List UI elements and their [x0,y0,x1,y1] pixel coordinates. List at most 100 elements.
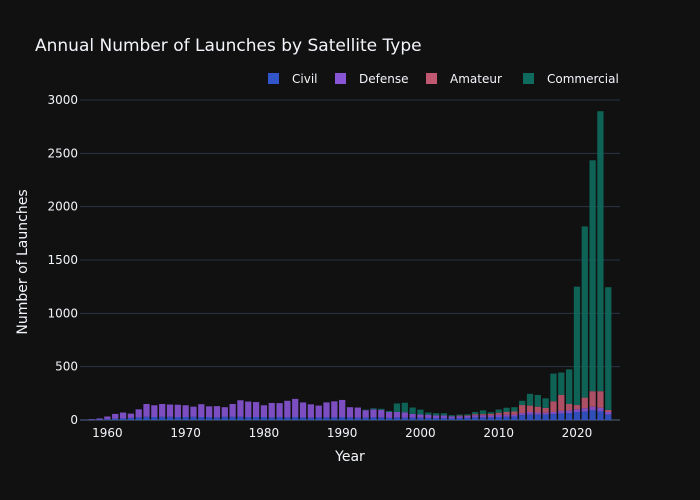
bar-defense-1968[interactable] [166,404,174,417]
bar-defense-2016[interactable] [542,412,549,415]
bar-civil-2006[interactable] [464,417,471,420]
bar-defense-2022[interactable] [589,406,596,411]
bar-defense-2000[interactable] [417,414,424,418]
bar-defense-1977[interactable] [237,400,244,417]
bar-amateur-2012[interactable] [511,411,518,415]
bar-defense-1990[interactable] [339,399,346,418]
bar-defense-1989[interactable] [331,401,338,418]
bar-commercial-2004[interactable] [448,415,455,417]
bar-commercial-2000[interactable] [417,409,424,415]
bar-commercial-2011[interactable] [503,407,510,412]
bar-civil-1966[interactable] [151,417,158,420]
bar-civil-1964[interactable] [135,417,142,420]
bar-commercial-1995[interactable] [378,408,385,410]
bar-defense-1967[interactable] [159,404,166,417]
bar-defense-1961[interactable] [112,413,119,419]
bar-civil-2002[interactable] [432,418,440,420]
bar-commercial-2021[interactable] [581,226,588,398]
bar-defense-1997[interactable] [393,412,401,418]
bar-commercial-2017[interactable] [550,373,557,402]
bar-commercial-2006[interactable] [464,414,471,416]
bar-commercial-1997[interactable] [393,403,401,412]
bar-civil-1979[interactable] [252,417,260,420]
bar-commercial-2022[interactable] [589,160,596,392]
bar-defense-1991[interactable] [346,407,354,418]
bar-civil-1992[interactable] [354,417,361,420]
bar-civil-2010[interactable] [495,417,502,420]
bar-amateur-2013[interactable] [519,405,526,414]
legend[interactable]: Civil Defense Amateur Commercial [268,72,619,86]
bar-defense-2001[interactable] [425,414,432,418]
bar-defense-1984[interactable] [292,398,299,418]
bar-civil-1973[interactable] [206,417,213,420]
bar-civil-1988[interactable] [323,417,330,420]
bar-civil-1995[interactable] [378,417,385,420]
bar-civil-1989[interactable] [331,417,338,420]
bar-defense-2017[interactable] [550,412,557,415]
legend-label-amateur[interactable]: Amateur [450,72,502,86]
bar-defense-1969[interactable] [174,404,181,418]
bar-commercial-1999[interactable] [409,407,416,414]
bar-commercial-2008[interactable] [479,410,487,415]
bar-defense-1980[interactable] [260,405,268,418]
legend-swatch-civil[interactable] [268,73,279,84]
bar-defense-1975[interactable] [221,407,228,417]
bar-defense-2024[interactable] [605,412,612,415]
bar-defense-1994[interactable] [370,409,377,418]
bar-civil-2013[interactable] [519,415,526,420]
bar-amateur-2017[interactable] [550,401,557,412]
bar-amateur-2022[interactable] [589,391,596,407]
bar-civil-2005[interactable] [456,418,463,420]
bar-civil-1980[interactable] [260,417,268,420]
bar-civil-1991[interactable] [346,417,354,420]
bar-defense-1988[interactable] [323,402,330,418]
bar-commercial-2013[interactable] [519,400,526,406]
legend-swatch-amateur[interactable] [426,73,437,84]
bar-defense-1987[interactable] [315,405,322,418]
bar-defense-2009[interactable] [487,415,494,418]
bar-civil-1960[interactable] [104,419,111,420]
bar-civil-2020[interactable] [573,412,581,420]
bar-defense-2021[interactable] [581,408,588,412]
bar-defense-1996[interactable] [386,412,393,418]
bar-amateur-2015[interactable] [534,406,541,413]
bar-civil-1974[interactable] [213,417,221,420]
bar-defense-1983[interactable] [284,400,291,418]
bar-defense-1966[interactable] [151,405,158,418]
bar-civil-2004[interactable] [448,418,455,420]
bar-amateur-2009[interactable] [487,413,494,416]
bar-amateur-2024[interactable] [605,409,612,412]
bar-commercial-2023[interactable] [597,111,604,392]
bar-civil-1977[interactable] [237,416,244,420]
bar-defense-2010[interactable] [495,414,502,418]
bar-civil-1985[interactable] [299,417,307,420]
bar-civil-2018[interactable] [558,413,565,420]
bar-civil-2009[interactable] [487,417,494,420]
bar-civil-2008[interactable] [479,417,487,420]
bar-commercial-2016[interactable] [542,398,549,408]
bar-civil-1990[interactable] [339,417,346,420]
bar-civil-2019[interactable] [566,413,573,420]
bar-civil-1997[interactable] [393,417,401,420]
bar-civil-1999[interactable] [409,417,416,420]
bar-defense-1976[interactable] [229,404,236,417]
bar-defense-2012[interactable] [511,414,518,417]
bar-civil-2015[interactable] [534,414,541,420]
bar-commercial-2015[interactable] [534,394,541,407]
bar-defense-2006[interactable] [464,415,471,418]
bar-amateur-2019[interactable] [566,404,573,411]
bar-amateur-2018[interactable] [558,394,565,411]
bar-civil-1987[interactable] [315,417,322,420]
bar-civil-1965[interactable] [143,416,150,420]
bar-civil-2000[interactable] [417,417,424,420]
bar-defense-2005[interactable] [456,416,463,419]
bar-civil-1978[interactable] [245,417,252,420]
bar-civil-2011[interactable] [503,416,510,420]
bar-defense-1964[interactable] [135,409,142,418]
bar-defense-2004[interactable] [448,416,455,419]
bar-civil-1967[interactable] [159,416,166,420]
bar-defense-1958[interactable] [88,419,95,420]
bar-defense-1981[interactable] [268,402,275,418]
bar-defense-1972[interactable] [198,404,205,418]
bar-civil-2023[interactable] [597,411,604,420]
